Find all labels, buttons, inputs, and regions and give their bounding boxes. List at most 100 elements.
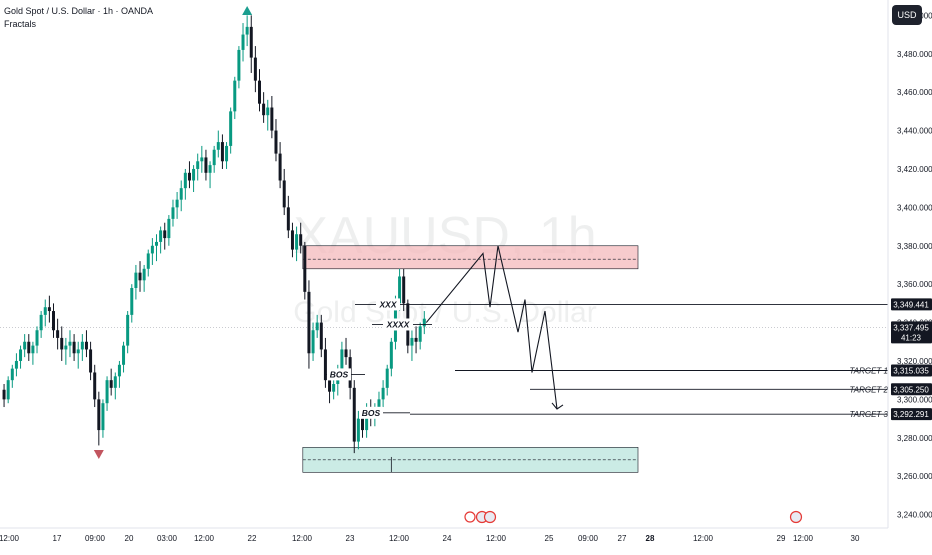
candle-body — [68, 341, 72, 346]
candle-body — [138, 272, 142, 281]
price-axis-bg — [888, 0, 932, 550]
candle-body — [122, 345, 126, 365]
candle-body — [229, 111, 233, 146]
candle — [93, 364, 97, 408]
y-tick-label: 3,240.000 — [897, 511, 932, 520]
candle-body — [146, 253, 150, 269]
candle-body — [389, 341, 393, 369]
candle — [307, 280, 311, 369]
candle — [225, 142, 229, 169]
candle — [323, 337, 327, 388]
x-tick-label: 12:00 — [793, 534, 814, 543]
y-tick-label: 3,440.000 — [897, 127, 932, 136]
candle-body — [113, 376, 117, 388]
candle-body — [97, 399, 101, 431]
candle-body — [19, 349, 23, 361]
y-tick-label: 3,280.000 — [897, 434, 932, 443]
candle — [31, 341, 35, 365]
candle-body — [241, 34, 245, 50]
y-tick-label: 3,400.000 — [897, 203, 932, 212]
x-tick-label: 17 — [53, 534, 62, 543]
candle-body — [84, 341, 88, 350]
candle — [80, 334, 84, 361]
candle — [2, 384, 6, 408]
candle — [410, 330, 414, 361]
candle-body — [311, 330, 315, 354]
candle — [72, 334, 76, 361]
x-tick-label: 20 — [125, 534, 134, 543]
target-label-3: TARGET 3 — [849, 410, 888, 419]
candle — [249, 15, 253, 73]
candle-body — [10, 368, 14, 381]
candle-body — [183, 172, 187, 189]
y-tick-label: 3,420.000 — [897, 165, 932, 174]
candle — [6, 376, 10, 404]
annotation-label-bg — [376, 298, 400, 311]
candle-body — [410, 337, 414, 346]
candle-body — [233, 80, 237, 112]
candle — [216, 130, 220, 158]
candle-body — [258, 80, 261, 104]
x-tick-label: 03:00 — [157, 534, 178, 543]
candle — [344, 337, 348, 365]
target-price-tag-2-bg — [891, 383, 932, 396]
candle-body — [377, 399, 381, 411]
candle-body — [253, 57, 257, 81]
candle — [113, 372, 117, 400]
y-tick-label: 3,380.000 — [897, 242, 932, 251]
symbol-title: Gold Spot / U.S. Dollar · 1h · OANDA — [4, 6, 154, 16]
candle-body — [290, 230, 294, 250]
candle-body — [60, 337, 64, 350]
candle — [389, 337, 393, 377]
x-tick-label: 24 — [443, 534, 452, 543]
candle-body — [245, 26, 249, 35]
candle — [262, 92, 266, 123]
candle — [266, 99, 270, 131]
candle-body — [196, 161, 200, 169]
candle-body — [31, 345, 35, 354]
candle — [356, 410, 360, 450]
candle-body — [117, 364, 121, 377]
candle-body — [352, 387, 356, 442]
candle-body — [381, 387, 385, 400]
candle — [97, 391, 101, 446]
x-tick-label: 12:00 — [389, 534, 410, 543]
event-icon — [483, 510, 497, 524]
candle — [422, 311, 426, 335]
candle-body — [328, 380, 332, 392]
x-tick-label: 12:00 — [0, 534, 20, 543]
candle — [76, 341, 80, 369]
candle — [282, 168, 286, 216]
candle-body — [422, 318, 426, 327]
candle-body — [167, 218, 171, 239]
event-icon — [464, 511, 476, 523]
candle — [175, 192, 179, 219]
candle — [179, 180, 183, 212]
candle — [418, 322, 422, 350]
candle — [315, 314, 319, 338]
candle — [204, 149, 208, 181]
candle-body — [323, 349, 327, 381]
candle-body — [64, 345, 68, 350]
target-label-1: TARGET 1 — [849, 366, 888, 375]
candle — [155, 234, 158, 262]
candle — [311, 322, 315, 361]
x-tick-label: 28 — [646, 534, 655, 543]
target-label-2: TARGET 2 — [849, 385, 888, 394]
annotation-label-bg — [327, 368, 351, 381]
candle-body — [402, 276, 406, 304]
candle — [56, 318, 60, 350]
candle-body — [278, 153, 282, 181]
candle — [126, 311, 130, 354]
currency-button[interactable]: USD — [892, 5, 922, 25]
candle-body — [142, 268, 146, 281]
candle-body — [414, 337, 418, 342]
candle-body — [200, 157, 204, 162]
candle — [89, 341, 93, 381]
candle — [237, 46, 241, 89]
candle-body — [56, 330, 60, 338]
candle — [245, 15, 249, 47]
candle — [130, 284, 134, 323]
